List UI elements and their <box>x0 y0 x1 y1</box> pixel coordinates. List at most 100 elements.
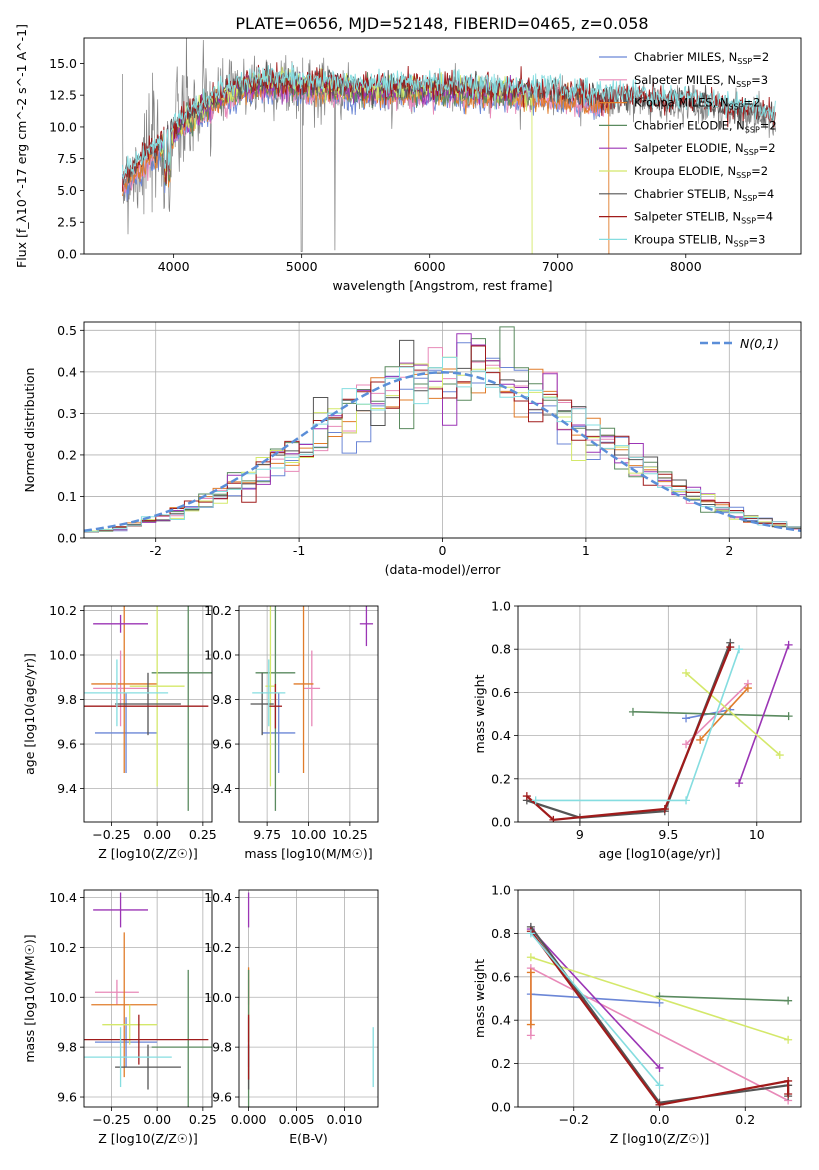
legend-label: Kroupa ELODIE, NSSP=2 <box>634 164 768 180</box>
plot-area <box>250 606 374 811</box>
plot-area <box>84 892 212 1107</box>
weight-marker <box>735 779 744 788</box>
weight-marker <box>726 643 735 652</box>
y-tick-label: 10.2 <box>49 603 77 618</box>
x-tick-label: -2 <box>149 543 161 558</box>
x-tick-label: 10 <box>749 827 765 842</box>
y-tick-label: 0.0 <box>491 815 511 830</box>
y-tick-label: 0.6 <box>491 685 511 700</box>
weight-marker <box>526 1020 535 1029</box>
y-tick-label: 0.1 <box>57 489 77 504</box>
legend-label: Salpeter STELIB, NSSP=4 <box>634 210 773 226</box>
y-tick-label: 9.6 <box>57 1090 77 1105</box>
axes-frame <box>83 889 213 1108</box>
x-tick-label: 6000 <box>414 259 446 274</box>
y-tick-label: 0.4 <box>57 364 77 379</box>
y-tick-label: 9.8 <box>212 1040 232 1055</box>
weight-marker <box>696 735 705 744</box>
x-axis-label: (data-model)/error <box>385 562 502 577</box>
panel-spectrum: 4000 5000 6000 7000 8000 0.0 2.5 5.0 7.5 10.0 12.5… <box>14 24 802 293</box>
x-tick-label: −0.25 <box>92 827 130 842</box>
y-axis-label: Flux [f_λ10^-17 erg cm^-2 s^-1 A^-1] <box>14 24 29 268</box>
x-tick-label: 0.25 <box>189 1112 217 1127</box>
figure-title: PLATE=0656, MJD=52148, FIBERID=0465, z=0… <box>235 14 648 33</box>
y-tick-label: 1.0 <box>491 599 511 614</box>
weight-line <box>685 672 781 756</box>
y-axis-label: Normed distribution <box>22 368 37 493</box>
weight-marker <box>660 805 669 814</box>
x-tick-label: 9 <box>576 827 584 842</box>
normal-curve <box>84 371 801 532</box>
spectrum-legend: Chabrier MILES, NSSP=2 Salpeter MILES, NS… <box>599 50 777 248</box>
axes-frame <box>83 605 213 823</box>
x-tick-label: 0.010 <box>327 1112 363 1127</box>
y-tick-label: 9.6 <box>57 737 77 752</box>
weight-marker <box>655 1063 664 1072</box>
y-tick-label: 10.0 <box>204 647 232 662</box>
weight-marker <box>655 1100 664 1107</box>
plot-area <box>526 922 793 1107</box>
panel-mass_vs_ebv: 0.000 0.005 0.010 9.6 9.8 10.0 10.2 10.4 E(B-V) <box>204 889 379 1146</box>
weight-line <box>530 928 661 1069</box>
weight-marker <box>526 1031 535 1040</box>
weight-marker <box>531 796 540 805</box>
x-axis-label: Z [log10(Z/Z☉)] <box>98 1131 198 1146</box>
x-tick-label: 5000 <box>286 259 318 274</box>
plot-area <box>84 326 801 533</box>
y-tick-label: 9.6 <box>212 1090 232 1105</box>
spectrum-model-line <box>121 62 776 179</box>
x-tick-label: 0.00 <box>143 827 171 842</box>
y-tick-label: 9.8 <box>57 692 77 707</box>
y-tick-label: 0.2 <box>491 1056 511 1071</box>
residual-histogram <box>84 345 801 533</box>
x-tick-label: 8000 <box>670 259 702 274</box>
y-tick-label: 10.4 <box>204 890 232 905</box>
x-tick-label: -1 <box>293 543 305 558</box>
weight-marker <box>549 815 558 822</box>
legend-label: Kroupa STELIB, NSSP=3 <box>634 232 765 248</box>
plot-area <box>247 892 374 1107</box>
weight-marker <box>784 1035 793 1044</box>
axes-frame <box>238 889 379 1108</box>
y-tick-label: 0.4 <box>491 1013 511 1028</box>
legend-label: Kroupa MILES, NSSP=2 <box>634 96 760 112</box>
weight-marker <box>735 645 744 654</box>
weight-marker <box>682 668 691 677</box>
panel-age_vs_mass: 9.75 10.00 10.25 9.4 9.6 9.8 10.0 10.2 mass [log… <box>204 603 379 861</box>
x-tick-label: 7000 <box>542 259 574 274</box>
y-tick-label: 2.5 <box>57 215 77 230</box>
legend-label: Chabrier ELODIE, NSSP=2 <box>634 118 777 134</box>
weight-marker <box>526 929 535 938</box>
x-axis-label: E(B-V) <box>289 1131 328 1146</box>
y-tick-label: 9.6 <box>212 737 232 752</box>
y-tick-label: 5.0 <box>57 183 77 198</box>
weight-marker <box>526 968 535 977</box>
y-tick-label: 0.6 <box>491 969 511 984</box>
x-axis-label: age [log10(age/yr)] <box>599 846 721 861</box>
y-tick-label: 10.2 <box>204 603 232 618</box>
x-axis-label: Z [log10(Z/Z☉)] <box>98 846 198 861</box>
y-tick-label: 0.3 <box>57 406 77 421</box>
weight-marker <box>784 1076 793 1085</box>
x-tick-label: −0.2 <box>559 1112 589 1127</box>
x-tick-label: 9.5 <box>658 827 678 842</box>
y-tick-label: 9.4 <box>212 781 232 796</box>
y-tick-label: 0.8 <box>491 642 511 657</box>
y-tick-label: 9.8 <box>57 1040 77 1055</box>
y-tick-label: 7.5 <box>57 151 77 166</box>
x-tick-label: 0.25 <box>189 827 217 842</box>
panel-residuals: -2 -1 0 1 2 0.0 0.1 0.2 0.3 0.4 0.5 (data-model)/er… <box>22 321 802 577</box>
x-tick-label: 0 <box>439 543 447 558</box>
weight-marker <box>628 707 637 716</box>
y-tick-label: 10.0 <box>49 647 77 662</box>
weight-marker <box>784 996 793 1005</box>
x-tick-label: −0.25 <box>92 1112 130 1127</box>
y-tick-label: 0.4 <box>491 728 511 743</box>
y-tick-label: 10.2 <box>204 940 232 955</box>
legend-label: Salpeter MILES, NSSP=3 <box>634 73 768 89</box>
panel-mass_vs_Z: −0.25 0.00 0.25 9.6 9.8 10.0 10.2 10.4 Z [log10(… <box>22 889 217 1146</box>
y-tick-label: 0.0 <box>57 247 77 262</box>
x-tick-label: 1 <box>582 543 590 558</box>
weight-line <box>530 956 789 1041</box>
